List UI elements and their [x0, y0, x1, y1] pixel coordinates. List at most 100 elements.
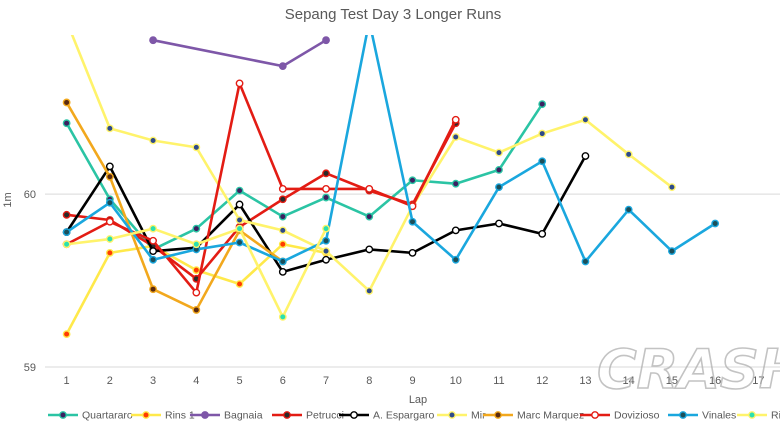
legend-item: Mir	[437, 410, 486, 422]
data-point	[235, 216, 244, 224]
data-point	[365, 287, 374, 295]
data-point	[278, 184, 287, 193]
data-point	[105, 162, 114, 171]
legend-item: Quartararo	[48, 410, 133, 422]
legend-label: Marc Marquez	[517, 410, 584, 422]
data-point	[538, 157, 547, 166]
data-point	[408, 248, 417, 257]
x-tick-label: 4	[193, 375, 199, 387]
data-point	[105, 217, 114, 226]
legend-swatch-marker	[59, 411, 67, 419]
data-point	[278, 257, 287, 266]
x-axis-label: Lap	[409, 394, 427, 406]
data-point	[105, 235, 114, 243]
data-point	[235, 238, 244, 247]
legend-label: Rins 1	[165, 410, 195, 422]
legend-item: Rins 1	[131, 410, 195, 422]
data-point	[149, 255, 157, 264]
series-line	[66, 82, 457, 294]
data-point	[322, 36, 330, 45]
data-point	[322, 255, 330, 264]
legend-item: Vinales	[668, 410, 736, 422]
data-point	[581, 152, 590, 160]
data-point	[451, 133, 460, 141]
legend-item: Rins 2	[737, 410, 780, 422]
series-line	[152, 38, 327, 68]
data-point	[235, 224, 244, 233]
data-point	[278, 62, 287, 71]
legend-label: Rins 2	[771, 410, 780, 422]
svg-text:CRASH: CRASH	[597, 338, 780, 401]
legend-swatch-marker	[494, 411, 502, 419]
x-tick-label: 3	[150, 375, 156, 387]
data-point	[495, 165, 503, 174]
x-tick-label: 6	[280, 375, 286, 387]
data-point	[495, 219, 503, 228]
legend-label: Mir	[471, 410, 486, 422]
x-tick-label: 16	[709, 375, 721, 387]
x-tick-label: 10	[450, 375, 462, 387]
data-point	[278, 226, 287, 235]
data-point	[624, 150, 633, 159]
data-point	[278, 267, 287, 276]
gridlines	[45, 193, 780, 368]
data-point	[105, 198, 114, 207]
y-tick-label: 59	[24, 362, 36, 374]
data-point	[538, 100, 547, 109]
x-tick-label: 1	[64, 375, 70, 387]
legend-item: Bagnaia	[190, 410, 263, 422]
data-point	[322, 193, 330, 202]
x-tick-label: 9	[409, 375, 415, 387]
x-tick-label: 8	[366, 375, 372, 387]
legend-label: Dovizioso	[614, 410, 660, 422]
data-point	[451, 226, 460, 235]
data-point	[192, 143, 201, 152]
series-lines	[62, 18, 720, 339]
data-point	[149, 247, 157, 256]
data-point	[235, 186, 244, 195]
data-point	[322, 247, 330, 256]
data-point	[322, 169, 330, 178]
series-bagnaia	[149, 36, 330, 71]
data-point	[149, 285, 157, 294]
data-point	[668, 247, 676, 256]
data-point	[365, 212, 374, 221]
legend-swatch-marker	[201, 411, 209, 419]
legend-item: Dovizioso	[580, 410, 660, 422]
data-point	[278, 195, 287, 204]
legend-swatch-marker	[748, 411, 756, 419]
legend-item: A. Espargaro	[339, 410, 434, 422]
data-point	[451, 115, 460, 124]
data-point	[495, 183, 503, 192]
data-point	[192, 306, 201, 314]
legend-item: Marc Marquez	[483, 410, 584, 422]
data-point	[62, 240, 71, 249]
x-tick-label: 14	[623, 375, 635, 387]
x-tick-label: 17	[752, 375, 764, 387]
series-mir	[63, 18, 676, 295]
series-marc-marquez	[62, 98, 287, 314]
y-tick-label: 60	[24, 189, 36, 201]
legend-label: Quartararo	[82, 410, 133, 422]
data-point	[63, 18, 69, 24]
legend: Quartararo Rins 1 Bagnaia Petrucci A. Esparg…	[48, 410, 780, 422]
data-point	[408, 217, 417, 226]
data-point	[278, 312, 287, 321]
data-point	[581, 115, 590, 124]
legend-label: Petrucci	[306, 410, 344, 422]
data-point	[105, 248, 114, 257]
data-point	[149, 224, 157, 233]
legend-swatch-marker	[679, 411, 687, 419]
x-tick-label: 15	[666, 375, 678, 387]
x-tick-label: 2	[107, 375, 113, 387]
data-point	[235, 200, 244, 209]
data-point	[624, 205, 633, 214]
data-point	[235, 280, 244, 288]
data-point	[538, 129, 547, 138]
data-point	[322, 184, 330, 193]
data-point	[408, 176, 417, 185]
data-point	[62, 228, 71, 237]
data-point	[495, 148, 503, 157]
y-tick-labels: 59 60	[24, 189, 36, 374]
